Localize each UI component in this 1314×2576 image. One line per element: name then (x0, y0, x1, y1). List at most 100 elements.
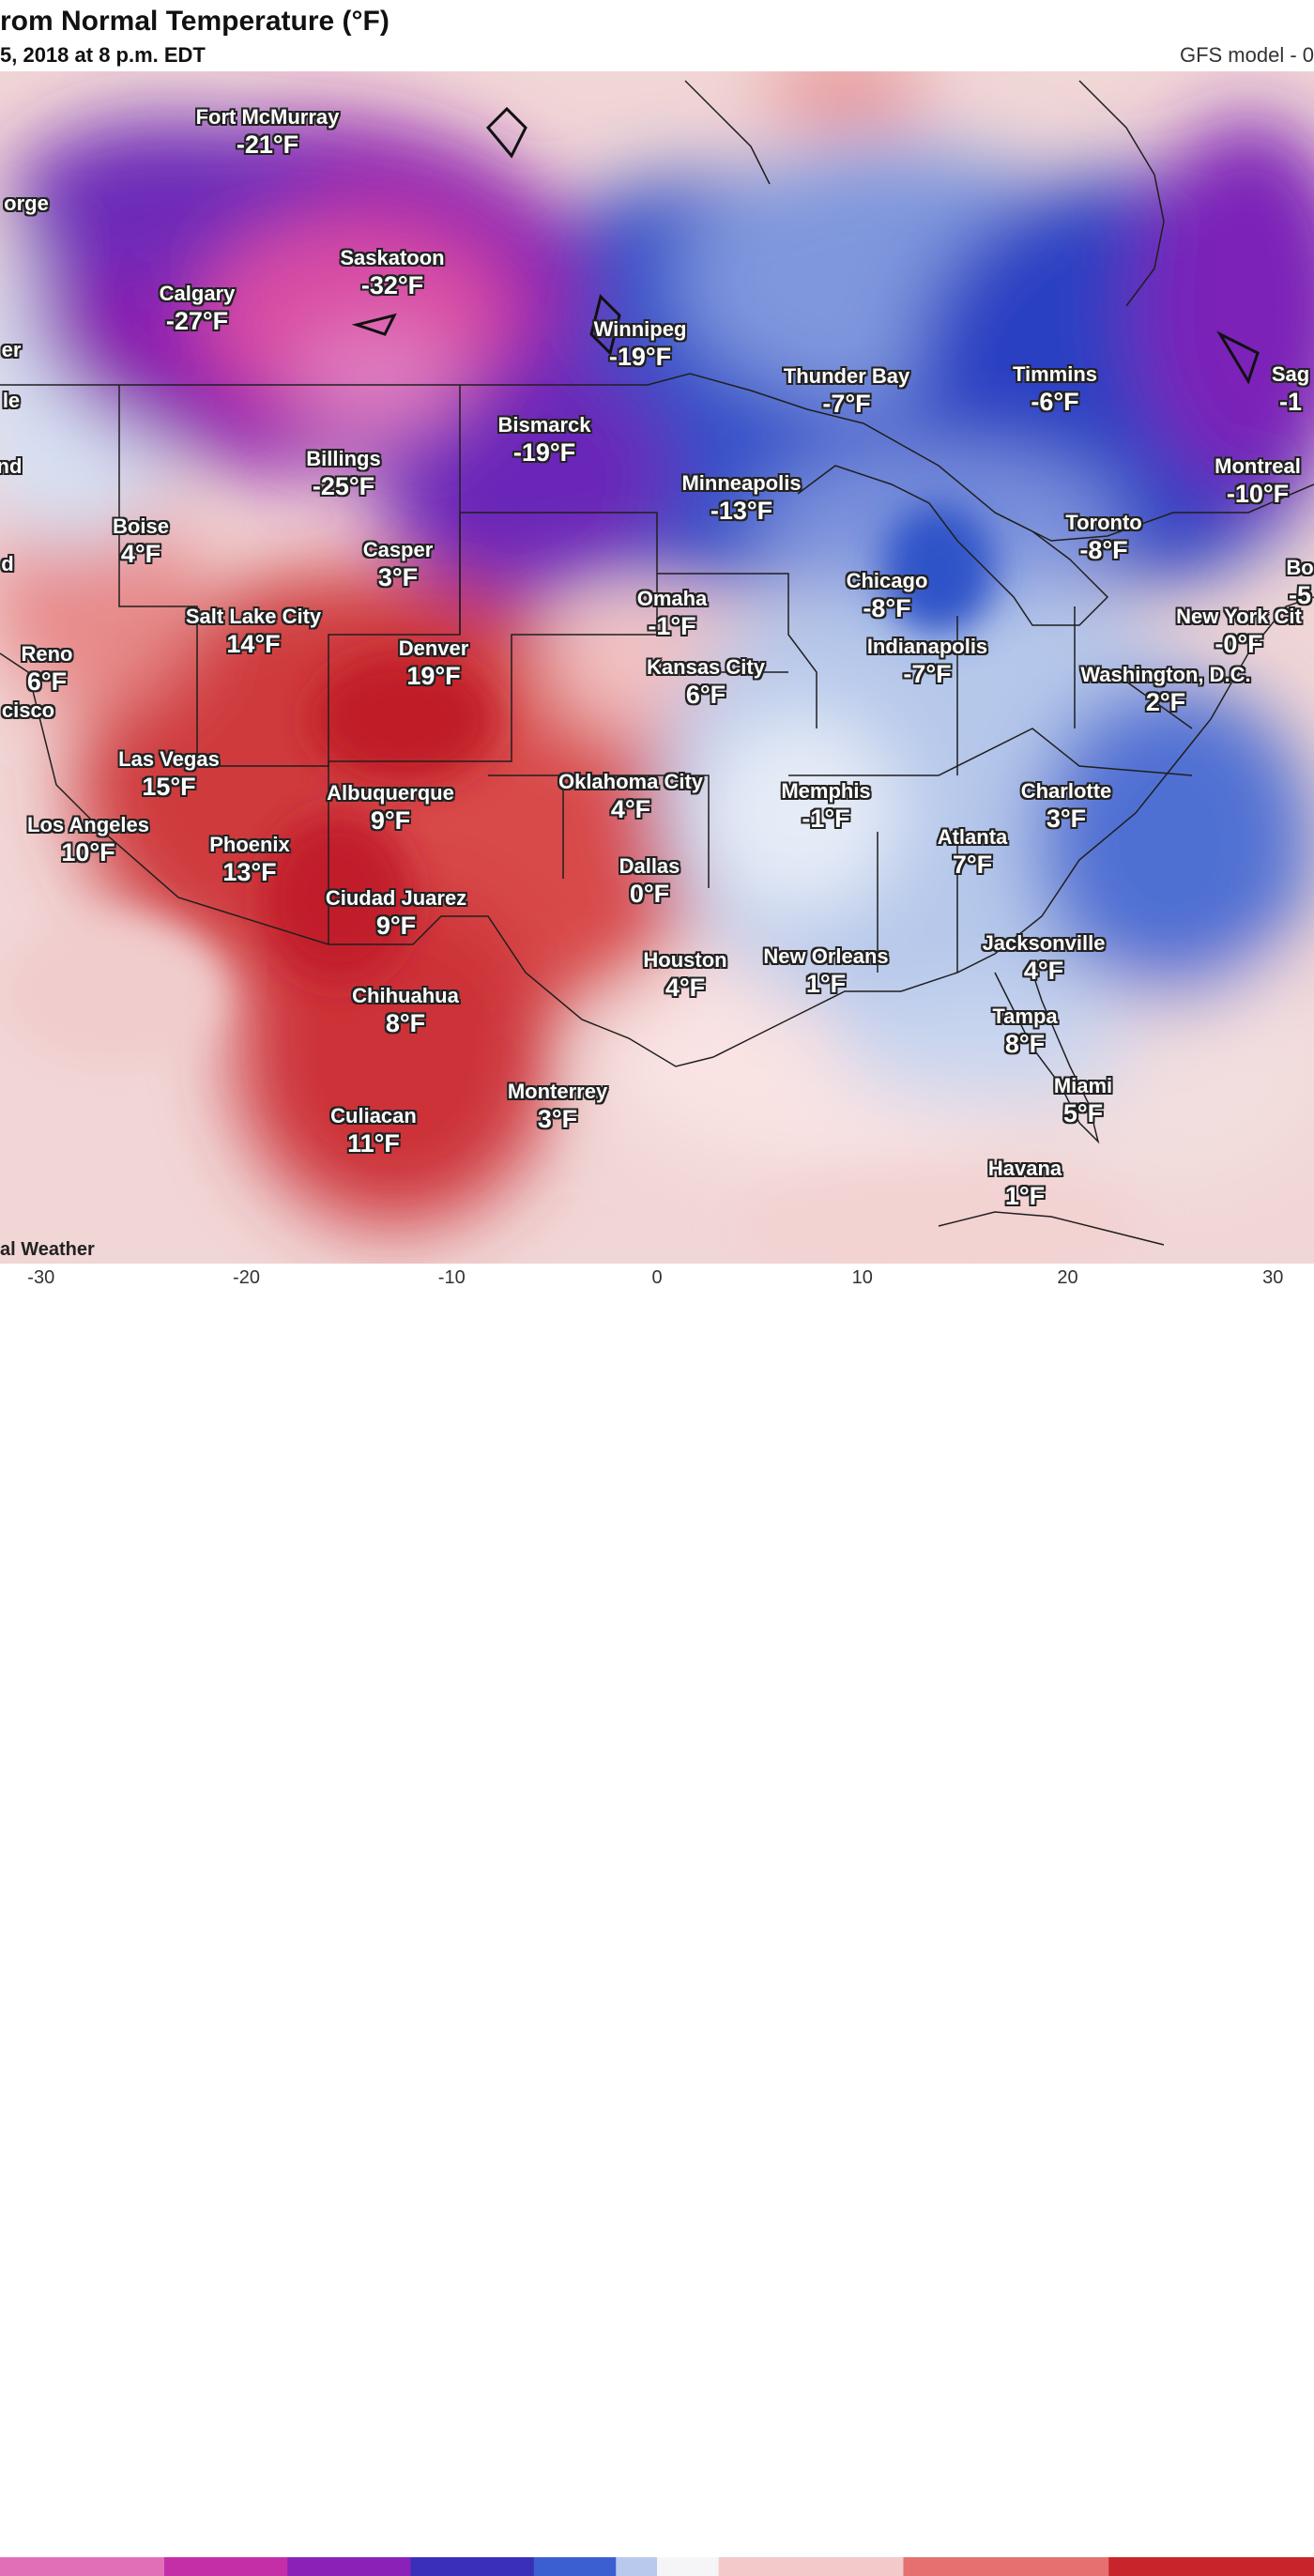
city-name: Los Angeles (27, 813, 149, 836)
city-name: orge (4, 192, 49, 215)
city-name: Jacksonville (982, 931, 1106, 955)
legend-tick-label: 30 (1262, 1267, 1284, 1288)
city-temperature: 6°F (26, 667, 68, 696)
city-name: Bo (1286, 556, 1314, 579)
city-label: Memphis -1°F (781, 781, 870, 832)
colorbar-segment (0, 2557, 22, 2576)
colorbar-segment (451, 2557, 473, 2576)
hudson-bay-outline (684, 80, 1165, 307)
colorbar-segment (1047, 2557, 1069, 2576)
city-label: Denver 19°F (399, 638, 469, 689)
city-temperature: -5 (1288, 581, 1312, 609)
colorbar-segment (595, 2557, 617, 2576)
city-label: Havana 1°F (988, 1158, 1062, 1209)
city-name: Sag (1271, 362, 1310, 386)
city-temperature: -19°F (512, 438, 576, 467)
colorbar-segment (1067, 2557, 1089, 2576)
colorbar-segment (308, 2557, 329, 2576)
city-label: Timmins -6°F (1013, 364, 1097, 415)
city-label: Salt Lake City 14°F (186, 606, 321, 657)
city-name: d (1, 552, 14, 575)
colorbar-segment (1108, 2557, 1130, 2576)
city-label: Oklahoma City 4°F (558, 772, 703, 822)
anomaly-field (0, 71, 1314, 1264)
legend-colorbar (0, 2557, 1314, 2576)
city-temperature: -27°F (165, 307, 229, 335)
colorbar-segment (1190, 2557, 1213, 2576)
city-label: Tampa 8°F (992, 1006, 1057, 1057)
city-temperature: 11°F (347, 1129, 400, 1158)
city-label: Los Angeles 10°F (27, 815, 149, 866)
colorbar-segment (1252, 2557, 1274, 2576)
colorbar-segment (1293, 2557, 1314, 2576)
city-name: Miami (1053, 1074, 1113, 1097)
us-mexico-border (0, 652, 714, 1067)
colorbar-segment (780, 2557, 802, 2576)
colorbar-segment (739, 2557, 760, 2576)
colorbar-segment (348, 2557, 371, 2576)
city-temperature: 15°F (142, 773, 196, 801)
state-lines-east (788, 606, 1193, 973)
city-temperature: -13°F (710, 497, 773, 525)
city-temperature: -6°F (1031, 388, 1079, 416)
legend-tick-label: 20 (1057, 1267, 1078, 1288)
city-name: Atlanta (937, 825, 1008, 849)
legend-tick-label: -20 (233, 1267, 260, 1288)
colorbar-segment (144, 2557, 165, 2576)
city-temperature: 4°F (610, 795, 651, 823)
colorbar-segment (801, 2557, 822, 2576)
city-label: Dallas 0°F (619, 856, 680, 907)
colorbar-segment (287, 2557, 309, 2576)
city-temperature: 10°F (61, 838, 115, 866)
us-canada-border (0, 373, 1314, 542)
colorbar-segment (493, 2557, 514, 2576)
city-label: Albuquerque 9°F (327, 783, 454, 834)
city-name: Washington, D.C. (1080, 663, 1251, 686)
city-label: Casper 3°F (363, 540, 434, 590)
city-temperature: 3°F (1046, 805, 1087, 833)
city-temperature: 13°F (222, 858, 277, 886)
city-name: Las Vegas (118, 747, 220, 771)
city-name: Salt Lake City (185, 605, 322, 628)
city-name: Saskatoon (340, 246, 445, 269)
colorbar-segment (390, 2557, 412, 2576)
city-name: le (2, 389, 21, 412)
city-temperature: -1°F (802, 805, 850, 833)
colorbar-segment (636, 2557, 658, 2576)
colorbar-segment (616, 2557, 637, 2576)
colorbar-segment (841, 2557, 863, 2576)
city-temperature: 4°F (665, 974, 706, 1002)
legend: -30 -20 -10 0 10 20 30 (0, 1264, 1314, 2576)
city-name: Timmins (1012, 362, 1098, 386)
legend-tick-label: 0 (651, 1267, 663, 1288)
city-name: Denver (398, 636, 469, 660)
colorbar-segment (903, 2557, 924, 2576)
city-label: d (1, 554, 13, 575)
city-name: Kansas City (647, 655, 765, 679)
map-header: rom Normal Temperature (°F) 5, 2018 at 8… (0, 0, 1314, 71)
city-name: Reno (21, 642, 73, 666)
city-name: Calgary (159, 282, 236, 305)
city-label: cisco (2, 700, 54, 721)
city-name: Houston (643, 948, 727, 972)
city-temperature: 3°F (377, 563, 419, 591)
city-name: Billings (306, 447, 381, 470)
city-temperature: 9°F (375, 912, 417, 940)
city-name: Albuquerque (327, 781, 454, 805)
city-label: New Orleans 1°F (763, 946, 888, 997)
city-label: Miami 5°F (1054, 1076, 1112, 1127)
colorbar-segment (944, 2557, 966, 2576)
city-label: orge (4, 193, 49, 214)
colorbar-segment (554, 2557, 576, 2576)
city-label: le (3, 391, 20, 411)
city-label: Washington, D.C. 2°F (1080, 665, 1250, 715)
colorbar-segment (225, 2557, 248, 2576)
colorbar-segment (20, 2557, 42, 2576)
city-label: Indianapolis -7°F (867, 636, 987, 687)
colorbar-segment (1088, 2557, 1109, 2576)
colorbar-segment (512, 2557, 535, 2576)
city-name: Toronto (1065, 511, 1142, 534)
city-name: Winnipeg (593, 317, 687, 341)
colorbar-segment (410, 2557, 432, 2576)
city-label: Atlanta 7°F (938, 827, 1008, 878)
